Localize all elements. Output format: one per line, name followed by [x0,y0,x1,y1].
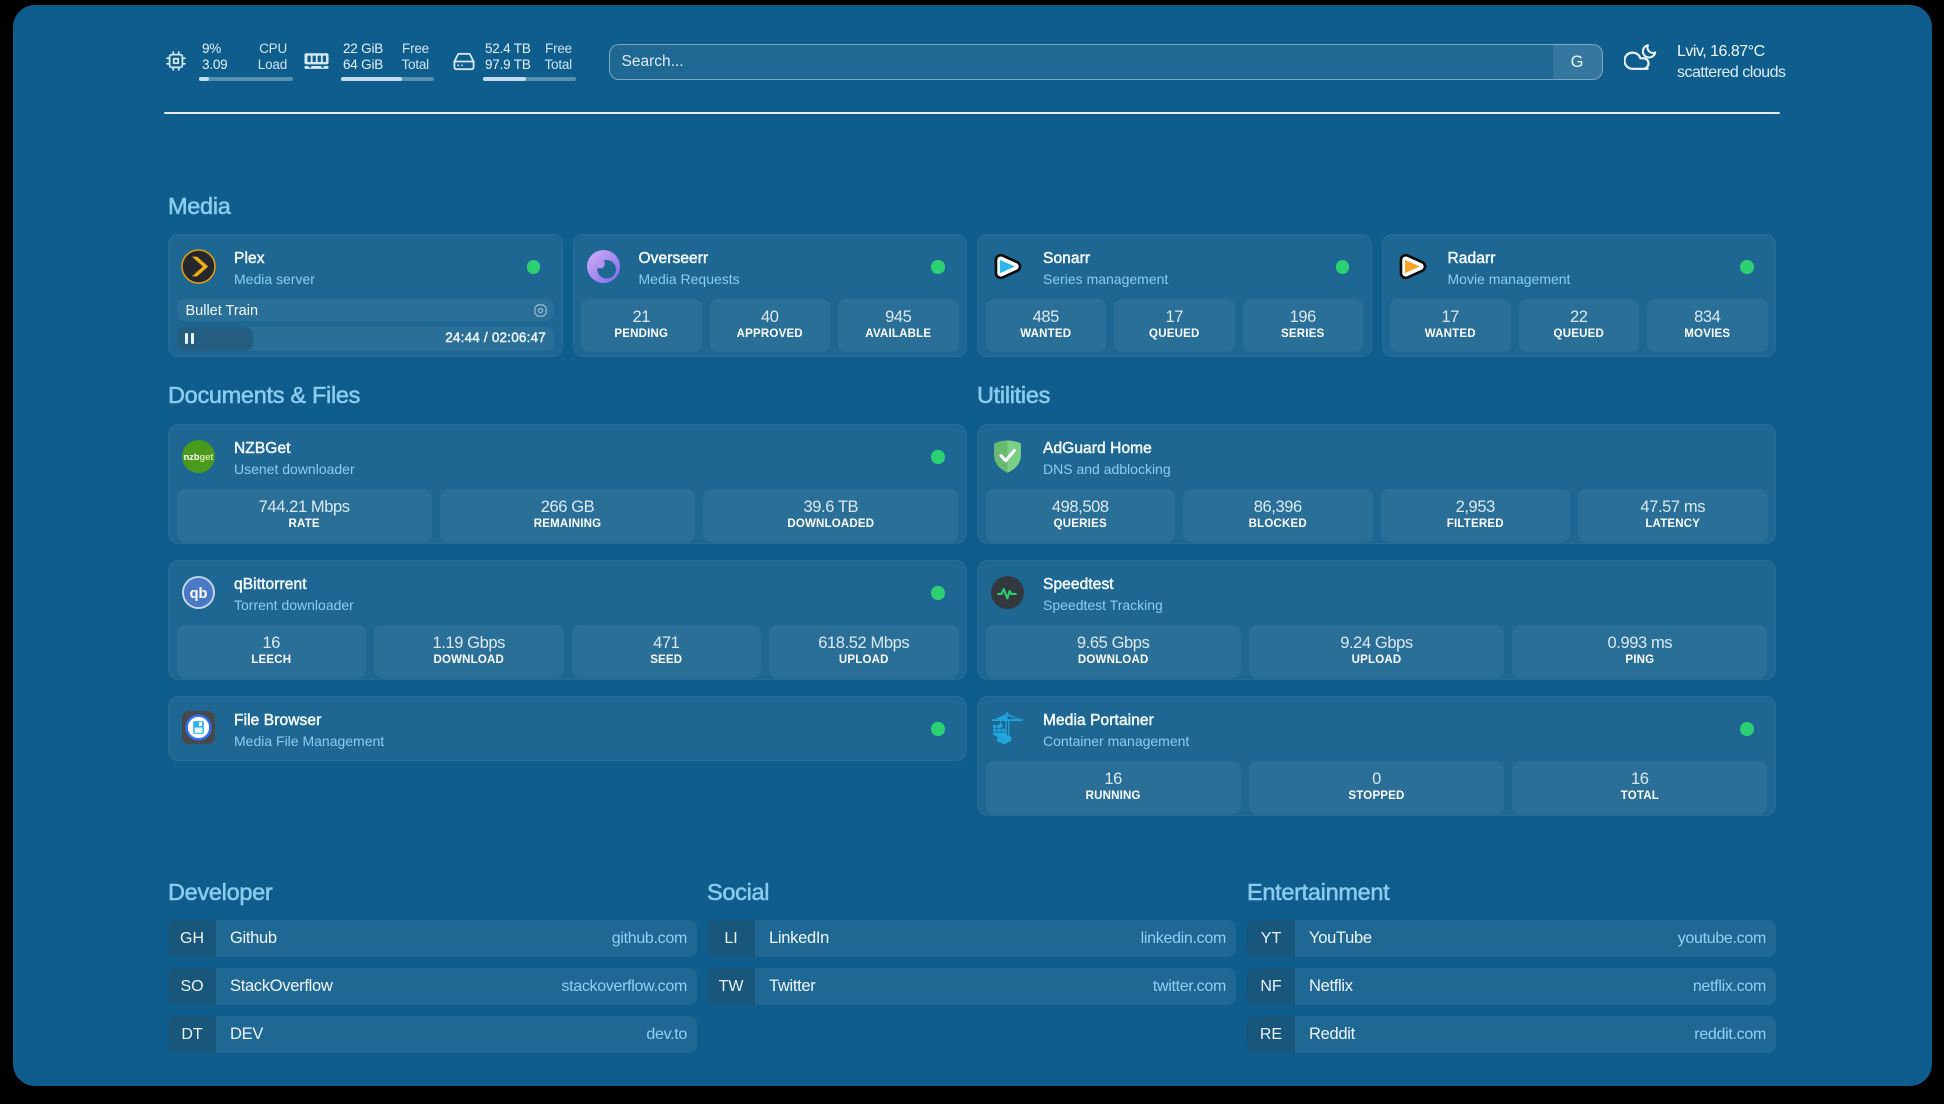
svg-text:nzbget: nzbget [184,452,214,462]
svg-text:qb: qb [190,586,208,602]
